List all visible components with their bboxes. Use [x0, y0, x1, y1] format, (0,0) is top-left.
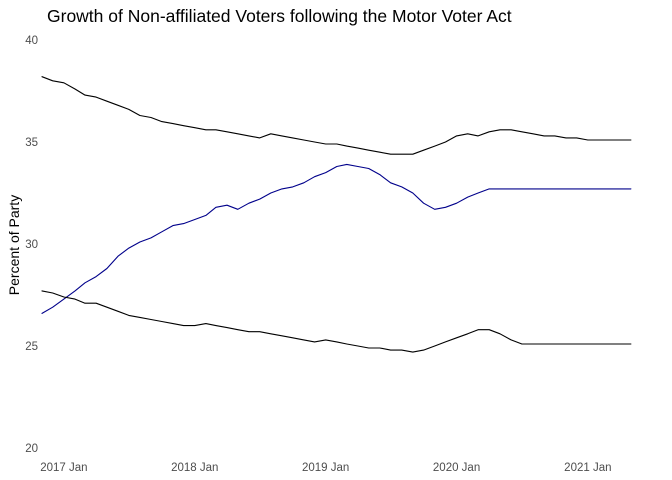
x-tick-label: 2017 Jan [40, 462, 87, 474]
x-tick-label: 2020 Jan [433, 462, 480, 474]
x-tick-label: 2021 Jan [564, 462, 611, 474]
y-axis-ticks: 20 25 30 35 40 [25, 35, 38, 455]
y-tick-label: 20 [25, 443, 38, 455]
chart-title: Growth of Non-affiliated Voters followin… [47, 6, 512, 26]
y-tick-label: 25 [25, 341, 38, 353]
series-lines [42, 77, 631, 352]
y-tick-label: 40 [25, 35, 38, 47]
y-axis-label: Percent of Party [6, 195, 22, 295]
x-axis-ticks: 2017 Jan 2018 Jan 2019 Jan 2020 Jan 2021 Jan [40, 462, 611, 474]
x-tick-label: 2018 Jan [171, 462, 218, 474]
series-line-2 [42, 164, 631, 313]
series-line-3 [42, 291, 631, 352]
y-tick-label: 30 [25, 239, 38, 251]
y-tick-label: 35 [25, 137, 38, 149]
x-tick-label: 2019 Jan [302, 462, 349, 474]
series-line-1 [42, 77, 631, 155]
